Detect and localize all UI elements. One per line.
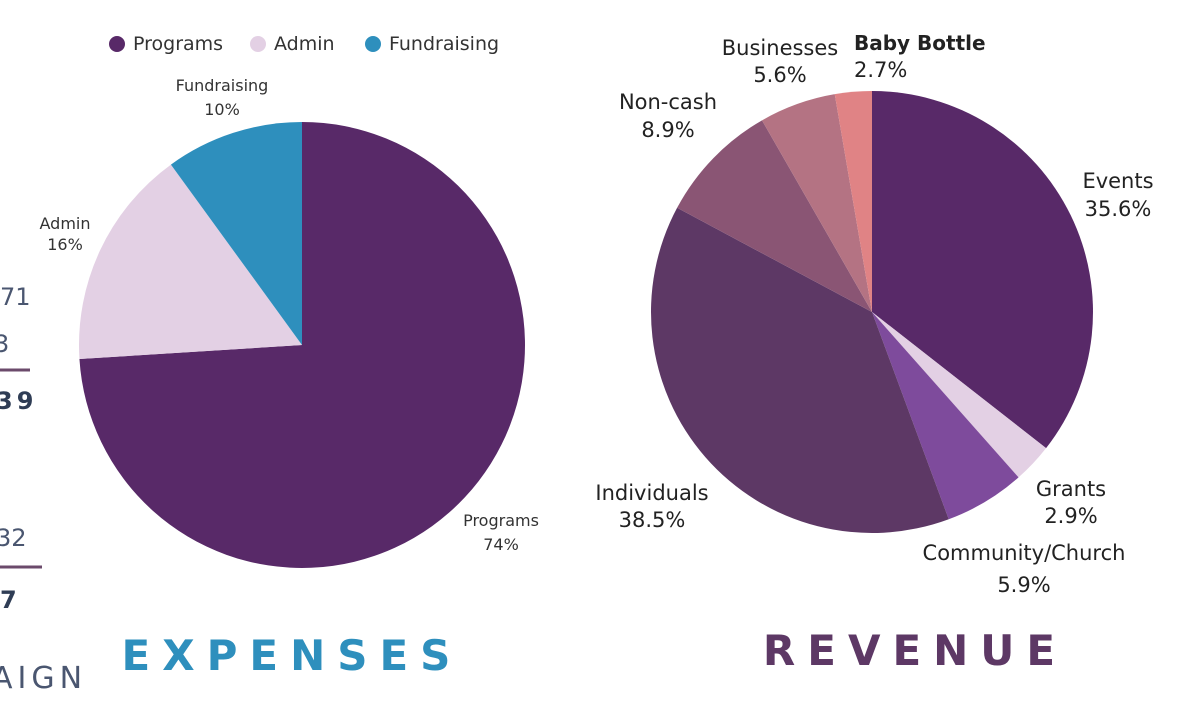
revenue-slice-events (872, 91, 1093, 449)
revenue-slice-community (872, 312, 1019, 520)
revenue-label-noncash-value: 8.9% (641, 118, 694, 142)
revenue-label-events-value: 35.6% (1085, 197, 1152, 221)
revenue-label-grants-name: Grants (1036, 477, 1106, 501)
fragment-number-1: 71 (0, 283, 31, 311)
revenue-slice-businesses (762, 94, 872, 312)
expenses-slice-labels: Fundraising 10% Admin 16% Programs 74% (40, 76, 539, 554)
expenses-label-admin-name: Admin (40, 214, 91, 233)
legend-label-admin: Admin (274, 33, 335, 55)
fragment-total-2: 7 (0, 586, 21, 614)
revenue-label-events-name: Events (1082, 169, 1153, 193)
expenses-label-programs-name: Programs (463, 511, 539, 530)
expenses-label-programs-value: 74% (483, 535, 519, 554)
left-fragments: 71 3 39 32 7 AIGN (0, 283, 87, 696)
expenses-pie (78, 122, 526, 568)
revenue-slice-babybottle (834, 91, 872, 312)
revenue-label-babybottle-value: 2.7% (854, 58, 907, 82)
fragment-total-1: 39 (0, 387, 37, 415)
revenue-pie (651, 91, 1093, 534)
revenue-slice-grants (872, 312, 1047, 478)
revenue-label-babybottle-name: Baby Bottle (854, 31, 986, 55)
legend-label-programs: Programs (133, 33, 223, 55)
expenses-label-fundraising-name: Fundraising (176, 76, 269, 95)
legend-marker-fundraising (365, 36, 381, 52)
revenue-label-noncash-name: Non-cash (619, 90, 717, 114)
revenue-slice-noncash (677, 120, 872, 312)
revenue-label-businesses-name: Businesses (722, 36, 838, 60)
fragment-number-3: 32 (0, 524, 27, 552)
expenses-label-admin-value: 16% (47, 235, 83, 254)
expenses-slice-admin (78, 164, 303, 359)
revenue-slice-individuals (651, 207, 949, 534)
legend-marker-admin (250, 36, 266, 52)
expenses-legend: Programs Admin Fundraising (109, 33, 499, 55)
revenue-slice-labels: Businesses 5.6% Baby Bottle 2.7% Non-cas… (595, 31, 1153, 597)
expenses-slice-programs (79, 122, 526, 568)
expenses-title: EXPENSES (122, 631, 463, 680)
revenue-label-individuals-value: 38.5% (619, 508, 686, 532)
revenue-label-businesses-value: 5.6% (753, 63, 806, 87)
fragment-word: AIGN (0, 661, 87, 696)
fragment-number-2: 3 (0, 330, 9, 358)
revenue-label-individuals-name: Individuals (595, 481, 708, 505)
revenue-title: REVENUE (763, 626, 1067, 675)
revenue-label-grants-value: 2.9% (1044, 504, 1097, 528)
expenses-slice-fundraising (170, 122, 302, 345)
revenue-label-community-name: Community/Church (923, 541, 1126, 565)
legend-marker-programs (109, 36, 125, 52)
revenue-label-community-value: 5.9% (997, 573, 1050, 597)
legend-label-fundraising: Fundraising (389, 33, 499, 55)
expenses-label-fundraising-value: 10% (204, 100, 240, 119)
